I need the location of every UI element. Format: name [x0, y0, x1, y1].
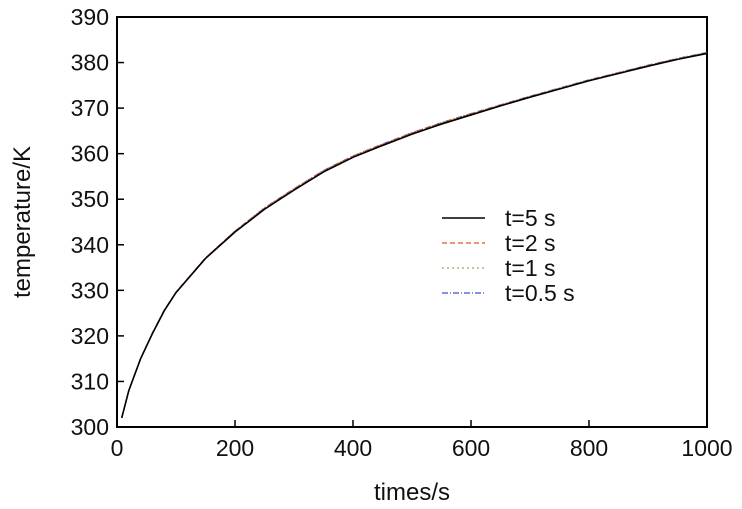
- series-line: [121, 51, 708, 419]
- x-tick-label: 200: [216, 435, 254, 461]
- x-tick-label: 800: [570, 435, 608, 461]
- x-axis-title: times/s: [374, 479, 450, 506]
- legend-label: t=1 s: [505, 255, 556, 281]
- plot-frame: [116, 16, 708, 428]
- x-tick-label: 0: [111, 435, 124, 461]
- x-tick-label: 1000: [681, 435, 732, 461]
- legend-label: t=5 s: [505, 205, 556, 231]
- y-tick-label: 340: [71, 232, 109, 258]
- y-tick-label: 300: [71, 414, 109, 440]
- series-line: [121, 52, 708, 419]
- plot-area: [116, 16, 708, 428]
- x-axis-ticks: 0 200 400 600 800 1000: [111, 420, 733, 461]
- x-tick-label: 400: [334, 435, 372, 461]
- legend-label: t=2 s: [505, 230, 556, 256]
- y-axis-title: temperature/K: [9, 146, 36, 298]
- y-tick-label: 330: [71, 277, 109, 303]
- y-tick-label: 390: [71, 4, 109, 30]
- y-tick-label: 320: [71, 323, 109, 349]
- y-axis-ticks: 300 310 320 330 340 350 360 370 380 390: [71, 4, 124, 440]
- legend: t=5 st=2 st=1 st=0.5 s: [442, 205, 575, 306]
- y-tick-label: 350: [71, 186, 109, 212]
- y-tick-label: 360: [71, 141, 109, 167]
- y-tick-label: 370: [71, 95, 109, 121]
- series-line: [120, 52, 708, 419]
- y-tick-label: 310: [71, 368, 109, 394]
- y-tick-label: 380: [71, 50, 109, 76]
- series-line: [121, 51, 708, 419]
- series-lines: [120, 51, 708, 419]
- legend-label: t=0.5 s: [505, 280, 575, 306]
- x-tick-label: 600: [452, 435, 490, 461]
